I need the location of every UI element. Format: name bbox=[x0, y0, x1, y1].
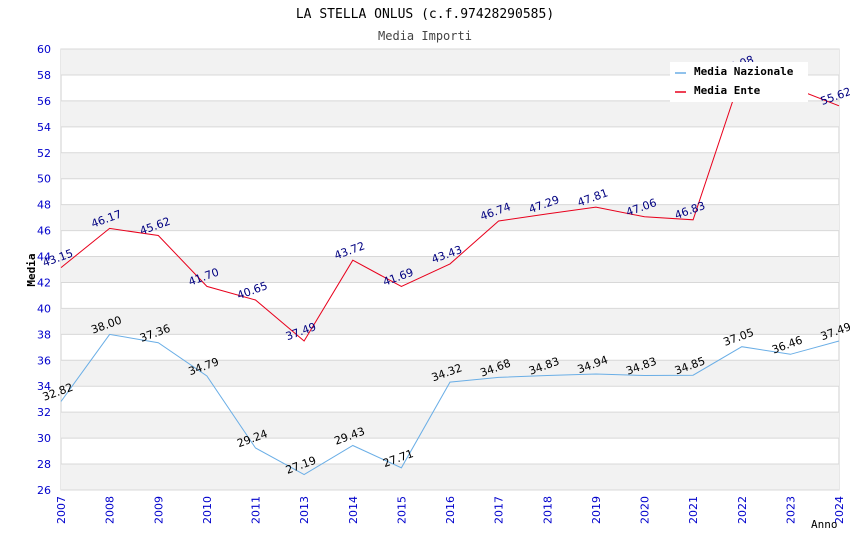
y-tick-label: 30 bbox=[37, 432, 51, 445]
x-axis-label: Anno bbox=[811, 518, 838, 531]
x-tick-label: 2010 bbox=[201, 496, 214, 524]
grid-band bbox=[61, 256, 839, 283]
series-line-ente bbox=[60, 73, 840, 342]
x-tick-label: 2022 bbox=[736, 496, 749, 524]
y-tick-label: 44 bbox=[37, 251, 51, 264]
x-tick-label: 2019 bbox=[590, 496, 603, 524]
x-tick-label: 2024 bbox=[833, 496, 846, 524]
grid-bands bbox=[60, 48, 840, 491]
x-tick-label: 2009 bbox=[152, 496, 165, 524]
x-tick-label: 2018 bbox=[541, 496, 554, 524]
legend-box bbox=[670, 62, 808, 102]
y-tick-label: 60 bbox=[37, 43, 51, 56]
x-tick-label: 2021 bbox=[687, 496, 700, 524]
y-tick-label: 36 bbox=[37, 354, 51, 367]
y-tick-label: 32 bbox=[37, 406, 51, 419]
x-axis-ticks: 2007 2008 2009 2010 2011 2013 2014 2015 2016 2017… bbox=[55, 496, 846, 524]
y-tick-label: 58 bbox=[37, 69, 51, 82]
x-tick-label: 2011 bbox=[250, 496, 263, 524]
x-tick-label: 2007 bbox=[55, 496, 68, 524]
series-line-nazionale bbox=[60, 333, 840, 476]
legend: Media Nazionale Media Ente bbox=[670, 62, 808, 102]
grid-band bbox=[61, 204, 839, 231]
grid-band bbox=[61, 152, 839, 179]
y-axis-ticks: 26 28 30 32 34 36 38 40 42 44 46 48 50 52 54 56 58 60 bbox=[37, 43, 51, 497]
y-tick-label: 46 bbox=[37, 225, 51, 238]
x-tick-label: 2017 bbox=[493, 496, 506, 524]
y-tick-label: 48 bbox=[37, 199, 51, 212]
y-tick-label: 54 bbox=[37, 121, 51, 134]
x-tick-label: 2020 bbox=[639, 496, 652, 524]
x-tick-label: 2008 bbox=[104, 496, 117, 524]
y-tick-label: 50 bbox=[37, 173, 51, 186]
y-tick-label: 56 bbox=[37, 95, 51, 108]
grid-band bbox=[61, 464, 839, 490]
y-tick-label: 26 bbox=[37, 484, 51, 497]
grid-band bbox=[61, 412, 839, 439]
legend-label-ente: Media Ente bbox=[694, 84, 761, 97]
legend-label-nazionale: Media Nazionale bbox=[694, 65, 794, 78]
y-tick-label: 34 bbox=[37, 380, 51, 393]
x-tick-label: 2013 bbox=[298, 496, 311, 524]
y-tick-label: 52 bbox=[37, 147, 51, 160]
chart-subtitle: Media Importi bbox=[378, 29, 472, 43]
grid-band bbox=[61, 308, 839, 335]
x-tick-label: 2015 bbox=[395, 496, 408, 524]
y-tick-label: 28 bbox=[37, 458, 51, 471]
x-tick-label: 2014 bbox=[347, 496, 360, 524]
y-axis-label: Media bbox=[25, 253, 38, 286]
x-tick-label: 2023 bbox=[784, 496, 797, 524]
x-tick-label: 2016 bbox=[444, 496, 457, 524]
chart-title: LA STELLA ONLUS (c.f.97428290585) bbox=[296, 7, 554, 22]
y-tick-label: 40 bbox=[37, 302, 51, 315]
grid-band bbox=[61, 100, 839, 127]
y-tick-label: 42 bbox=[37, 276, 51, 289]
series-lines bbox=[60, 73, 840, 476]
y-tick-label: 38 bbox=[37, 328, 51, 341]
